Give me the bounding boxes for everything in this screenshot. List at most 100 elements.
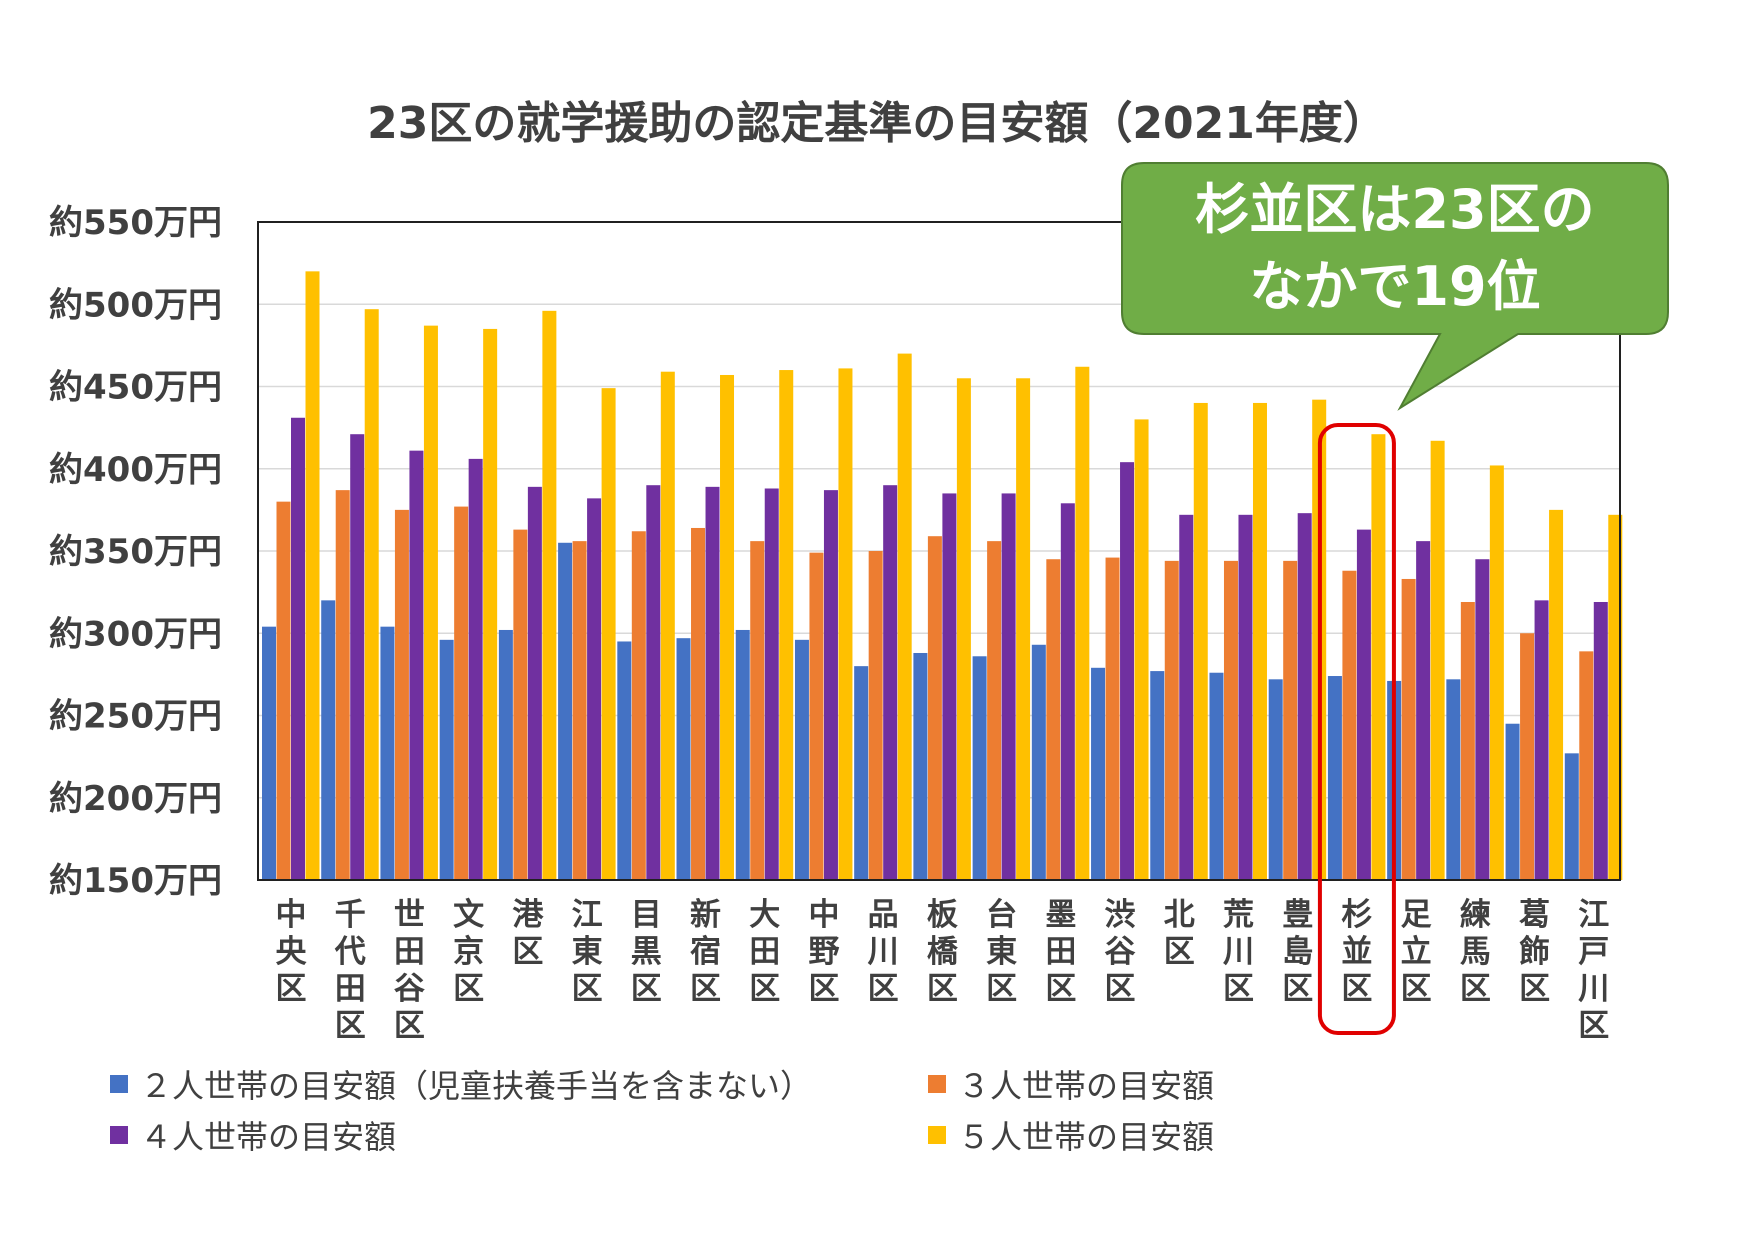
bar bbox=[972, 656, 987, 880]
y-tick-label: 約300万円 bbox=[49, 614, 222, 654]
bar bbox=[572, 541, 587, 880]
bar bbox=[276, 501, 291, 880]
bar bbox=[868, 551, 883, 880]
bar bbox=[1031, 644, 1046, 880]
chart-title: 23区の就学援助の認定基準の目安額（2021年度） bbox=[367, 98, 1387, 149]
bar bbox=[1475, 559, 1490, 880]
bar bbox=[587, 498, 602, 880]
bar bbox=[720, 374, 735, 880]
callout-bubble: 杉並区は23区の なかで19位 bbox=[1121, 162, 1669, 411]
x-tick-label: 足立区 bbox=[1401, 897, 1432, 1007]
bar bbox=[1252, 402, 1267, 880]
x-tick-label: 豊島区 bbox=[1282, 897, 1313, 1007]
x-tick-label: 江東区 bbox=[572, 897, 603, 1007]
bar bbox=[1608, 514, 1623, 880]
bar bbox=[1001, 493, 1016, 880]
bar bbox=[423, 325, 438, 880]
bar bbox=[660, 371, 675, 880]
bar bbox=[779, 370, 794, 880]
y-tick-label: 約500万円 bbox=[49, 285, 222, 325]
callout-line1: 杉並区は23区の bbox=[1195, 178, 1594, 241]
bar bbox=[380, 626, 395, 880]
bar bbox=[1416, 541, 1431, 880]
bar bbox=[854, 666, 869, 880]
x-tick-label: 文京区 bbox=[453, 897, 484, 1007]
legend-swatch bbox=[110, 1075, 128, 1093]
bar bbox=[1046, 559, 1061, 880]
x-tick-label: 杉並区 bbox=[1341, 897, 1372, 1007]
bar bbox=[883, 485, 898, 880]
y-tick-label: 約350万円 bbox=[49, 532, 222, 572]
x-tick-label: 千代田区 bbox=[334, 897, 366, 1044]
bar bbox=[750, 541, 765, 880]
bar bbox=[350, 434, 365, 880]
bar bbox=[897, 353, 912, 881]
bar bbox=[1356, 529, 1371, 880]
bar bbox=[439, 639, 454, 880]
bar bbox=[764, 488, 779, 880]
bar bbox=[1489, 465, 1504, 880]
bar bbox=[1268, 679, 1283, 880]
legend-swatch bbox=[110, 1126, 128, 1144]
y-tick-label: 約450万円 bbox=[49, 368, 222, 408]
bar bbox=[809, 552, 824, 880]
bar bbox=[1593, 601, 1608, 880]
bar bbox=[394, 509, 409, 880]
plot-area-frame bbox=[257, 221, 1621, 881]
x-tick-label: 墨田区 bbox=[1045, 897, 1076, 1007]
x-tick-label: 中野区 bbox=[808, 897, 839, 1007]
x-tick-label: 品川区 bbox=[868, 897, 899, 1007]
callout-line2: なかで19位 bbox=[1249, 255, 1540, 318]
bar bbox=[1505, 723, 1520, 880]
y-tick-label: 約550万円 bbox=[49, 203, 222, 243]
bar bbox=[335, 490, 350, 880]
bar bbox=[913, 652, 928, 880]
bar bbox=[454, 506, 469, 880]
bar bbox=[291, 417, 305, 880]
legend: ２人世帯の目安額（児童扶養手当を含まない） ３人世帯の目安額 ４人世帯の目安額 ５人世… bbox=[110, 1067, 1214, 1156]
bar bbox=[1164, 560, 1179, 880]
bar bbox=[1209, 672, 1224, 880]
bar bbox=[705, 486, 720, 880]
bar bbox=[364, 309, 379, 880]
x-tick-label: 江戸川区 bbox=[1578, 897, 1609, 1044]
bar bbox=[1446, 679, 1461, 880]
x-tick-label: 港区 bbox=[512, 897, 544, 970]
x-tick-label: 新宿区 bbox=[690, 897, 721, 1007]
bar bbox=[1579, 651, 1594, 880]
bar bbox=[1327, 676, 1342, 880]
bar bbox=[838, 368, 853, 880]
bar bbox=[823, 490, 838, 880]
bar bbox=[409, 450, 424, 880]
x-tick-label: 板橋区 bbox=[927, 897, 959, 1007]
bar bbox=[1460, 601, 1475, 880]
bar bbox=[321, 600, 336, 880]
bar bbox=[527, 486, 542, 880]
x-tick-label: 葛飾区 bbox=[1519, 897, 1550, 1007]
bar bbox=[927, 536, 942, 880]
legend-label: ２人世帯の目安額（児童扶養手当を含まない） bbox=[140, 1067, 812, 1105]
bars bbox=[262, 271, 1623, 881]
bar bbox=[617, 641, 632, 880]
bar bbox=[468, 458, 483, 880]
legend-label: ４人世帯の目安額 bbox=[140, 1118, 396, 1156]
x-tick-label: 目黒区 bbox=[631, 897, 662, 1007]
bar bbox=[942, 493, 957, 880]
bar bbox=[956, 378, 971, 880]
legend-label: ５人世帯の目安額 bbox=[958, 1118, 1214, 1156]
bar bbox=[1520, 633, 1535, 880]
bar bbox=[1120, 462, 1135, 880]
y-tick-label: 約150万円 bbox=[49, 861, 222, 901]
callout-shape bbox=[1121, 162, 1669, 411]
y-axis-ticks: 約150万円約200万円約250万円約300万円約350万円約400万円約450… bbox=[49, 203, 222, 901]
bar bbox=[691, 527, 706, 880]
bar bbox=[1016, 378, 1031, 880]
bar bbox=[262, 626, 276, 880]
y-tick-label: 約200万円 bbox=[49, 779, 222, 819]
bar bbox=[1342, 570, 1357, 880]
bar bbox=[1549, 509, 1564, 880]
x-tick-label: 荒川区 bbox=[1223, 897, 1254, 1007]
bar bbox=[483, 328, 498, 880]
bar bbox=[987, 541, 1002, 880]
